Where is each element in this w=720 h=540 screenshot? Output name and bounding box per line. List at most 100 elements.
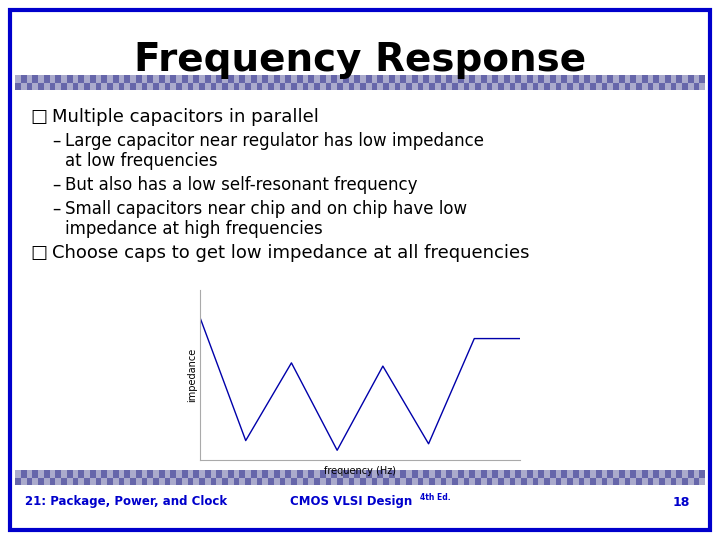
Bar — [297, 470, 302, 477]
Bar — [521, 75, 527, 83]
Bar — [102, 470, 107, 477]
Bar — [389, 477, 395, 485]
Bar — [148, 477, 153, 485]
Bar — [406, 75, 412, 83]
Bar — [544, 477, 550, 485]
Bar — [659, 83, 665, 90]
Bar — [44, 75, 50, 83]
Bar — [320, 83, 325, 90]
Bar — [291, 477, 297, 485]
Bar — [550, 470, 556, 477]
Bar — [291, 75, 297, 83]
Text: impedance at high frequencies: impedance at high frequencies — [65, 220, 323, 238]
Bar — [170, 477, 176, 485]
Bar — [348, 470, 354, 477]
Bar — [613, 83, 618, 90]
Bar — [113, 83, 119, 90]
Bar — [446, 75, 452, 83]
Bar — [682, 75, 688, 83]
Bar — [233, 470, 239, 477]
Bar — [562, 75, 567, 83]
Bar — [285, 477, 291, 485]
Bar — [366, 83, 372, 90]
Bar — [521, 477, 527, 485]
Bar — [55, 75, 61, 83]
Bar — [590, 83, 595, 90]
Bar — [164, 470, 170, 477]
Bar — [469, 470, 475, 477]
Bar — [688, 477, 693, 485]
Bar — [372, 75, 377, 83]
Bar — [670, 83, 676, 90]
Bar — [314, 470, 320, 477]
Bar — [354, 477, 360, 485]
Bar — [423, 75, 429, 83]
Bar — [67, 83, 73, 90]
Bar — [61, 75, 67, 83]
Bar — [331, 477, 337, 485]
Bar — [67, 75, 73, 83]
Bar — [113, 75, 119, 83]
Bar — [699, 470, 705, 477]
Bar — [665, 477, 670, 485]
Bar — [562, 477, 567, 485]
Bar — [670, 75, 676, 83]
Bar — [38, 75, 44, 83]
Bar — [412, 477, 418, 485]
Bar — [504, 75, 510, 83]
Bar — [377, 83, 383, 90]
Bar — [181, 470, 187, 477]
Text: Frequency Response: Frequency Response — [134, 41, 586, 79]
Bar — [199, 75, 204, 83]
Bar — [38, 477, 44, 485]
Bar — [297, 83, 302, 90]
Bar — [562, 470, 567, 477]
Bar — [590, 75, 595, 83]
Bar — [567, 83, 572, 90]
Bar — [676, 75, 682, 83]
Bar — [400, 83, 406, 90]
Bar — [412, 470, 418, 477]
Bar — [187, 83, 193, 90]
Bar — [268, 477, 274, 485]
Bar — [148, 470, 153, 477]
Bar — [572, 75, 578, 83]
Text: –: – — [52, 200, 60, 218]
Bar — [245, 470, 251, 477]
Bar — [464, 477, 469, 485]
Bar — [325, 470, 331, 477]
Bar — [32, 75, 38, 83]
Bar — [245, 83, 251, 90]
Bar — [383, 477, 389, 485]
Bar — [233, 477, 239, 485]
Bar — [481, 83, 487, 90]
Bar — [32, 470, 38, 477]
Bar — [130, 470, 136, 477]
Bar — [446, 470, 452, 477]
Bar — [481, 477, 487, 485]
Bar — [256, 83, 262, 90]
Bar — [418, 75, 423, 83]
Bar — [27, 75, 32, 83]
Bar — [210, 470, 216, 477]
Bar — [595, 477, 601, 485]
Bar — [314, 83, 320, 90]
Bar — [670, 477, 676, 485]
Bar — [372, 470, 377, 477]
Bar — [251, 83, 256, 90]
Bar — [360, 75, 366, 83]
Bar — [337, 75, 343, 83]
Bar — [653, 477, 659, 485]
Y-axis label: impedance: impedance — [187, 348, 197, 402]
Bar — [228, 83, 233, 90]
Bar — [337, 83, 343, 90]
Bar — [498, 477, 504, 485]
Bar — [688, 83, 693, 90]
Bar — [222, 477, 228, 485]
Bar — [578, 477, 584, 485]
Bar — [418, 470, 423, 477]
Bar — [676, 83, 682, 90]
Bar — [539, 477, 544, 485]
Bar — [642, 75, 647, 83]
Bar — [187, 477, 193, 485]
